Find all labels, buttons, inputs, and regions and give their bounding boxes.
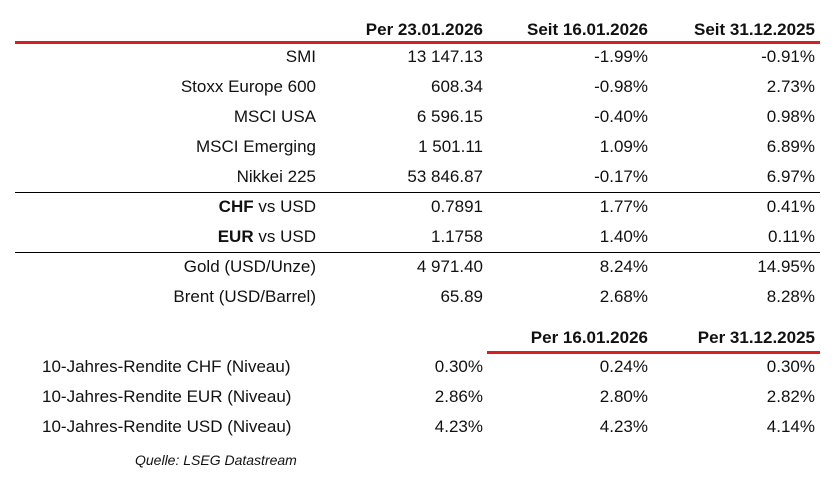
cell: 2.68%: [599, 287, 648, 306]
cell: 65.89: [440, 287, 483, 306]
row-label-text: SMI: [285, 47, 316, 66]
cell: 1.40%: [599, 227, 648, 246]
cell: 2.73%: [766, 77, 815, 96]
row-label: 10-Jahres-Rendite EUR (Niveau): [42, 387, 292, 406]
cell: 4 971.40: [416, 257, 483, 276]
cell: 1.77%: [599, 197, 648, 216]
cell: 8.24%: [599, 257, 648, 276]
row-label-text: MSCI USA: [233, 107, 316, 126]
cell: 6 596.15: [416, 107, 483, 126]
section-rule: [15, 192, 820, 193]
row-label: Nikkei 225: [16, 162, 316, 192]
cell: 6.89%: [766, 137, 815, 156]
cell: -0.17%: [594, 167, 648, 186]
row-label: EUR vs USD: [16, 222, 316, 252]
row-label: Gold (USD/Unze): [16, 252, 316, 282]
cell: 8.28%: [766, 287, 815, 306]
row-label-text: vs USD: [258, 227, 316, 246]
row-label-text: vs USD: [258, 197, 316, 216]
cell: 0.24%: [599, 357, 648, 376]
cell: 0.11%: [768, 227, 815, 246]
row-label-text: Stoxx Europe 600: [180, 77, 316, 96]
cell: 53 846.87: [407, 167, 483, 186]
yield-header-rule: [487, 351, 820, 354]
cell: 0.30%: [434, 357, 483, 376]
cell: 608.34: [431, 77, 483, 96]
row-label: Stoxx Europe 600: [16, 72, 316, 102]
row-label: Brent (USD/Barrel): [16, 282, 316, 312]
header-rule: [15, 41, 820, 44]
column-header: Per 31.12.2025: [697, 328, 815, 347]
cell: 0.7891: [431, 197, 483, 216]
column-header: Per 16.01.2026: [530, 328, 648, 347]
row-label-text: Nikkei 225: [236, 167, 316, 186]
cell: 1.09%: [599, 137, 648, 156]
row-label: 10-Jahres-Rendite USD (Niveau): [42, 417, 292, 436]
row-label: 10-Jahres-Rendite CHF (Niveau): [42, 357, 291, 376]
column-header: Seit 16.01.2026: [527, 20, 648, 39]
cell: -0.40%: [594, 107, 648, 126]
cell: 6.97%: [766, 167, 815, 186]
cell: -0.91%: [761, 47, 815, 66]
cell: 13 147.13: [407, 47, 483, 66]
cell: 0.30%: [766, 357, 815, 376]
cell: 4.23%: [434, 417, 483, 436]
cell: 2.82%: [766, 387, 815, 406]
row-label: MSCI Emerging: [16, 132, 316, 162]
row-label: CHF vs USD: [16, 192, 316, 222]
row-label-bold: CHF: [218, 197, 254, 216]
row-label: SMI: [16, 42, 316, 72]
row-label-text: Gold (USD/Unze): [183, 257, 316, 276]
cell: 2.86%: [434, 387, 483, 406]
cell: -1.99%: [594, 47, 648, 66]
column-header: Seit 31.12.2025: [694, 20, 815, 39]
column-header: Per 23.01.2026: [365, 20, 483, 39]
cell: -0.98%: [594, 77, 648, 96]
cell: 14.95%: [757, 257, 815, 276]
cell: 2.80%: [599, 387, 648, 406]
row-label: MSCI USA: [16, 102, 316, 132]
source-note: Quelle: LSEG Datastream: [135, 452, 297, 468]
section-rule: [15, 252, 820, 253]
cell: 1 501.11: [418, 137, 483, 156]
cell: 0.98%: [766, 107, 815, 126]
cell: 1.1758: [431, 227, 483, 246]
cell: 0.41%: [766, 197, 815, 216]
row-label-bold: EUR: [217, 227, 254, 246]
cell: 4.14%: [766, 417, 815, 436]
row-label-text: Brent (USD/Barrel): [173, 287, 316, 306]
cell: 4.23%: [599, 417, 648, 436]
row-label-text: MSCI Emerging: [196, 137, 316, 156]
